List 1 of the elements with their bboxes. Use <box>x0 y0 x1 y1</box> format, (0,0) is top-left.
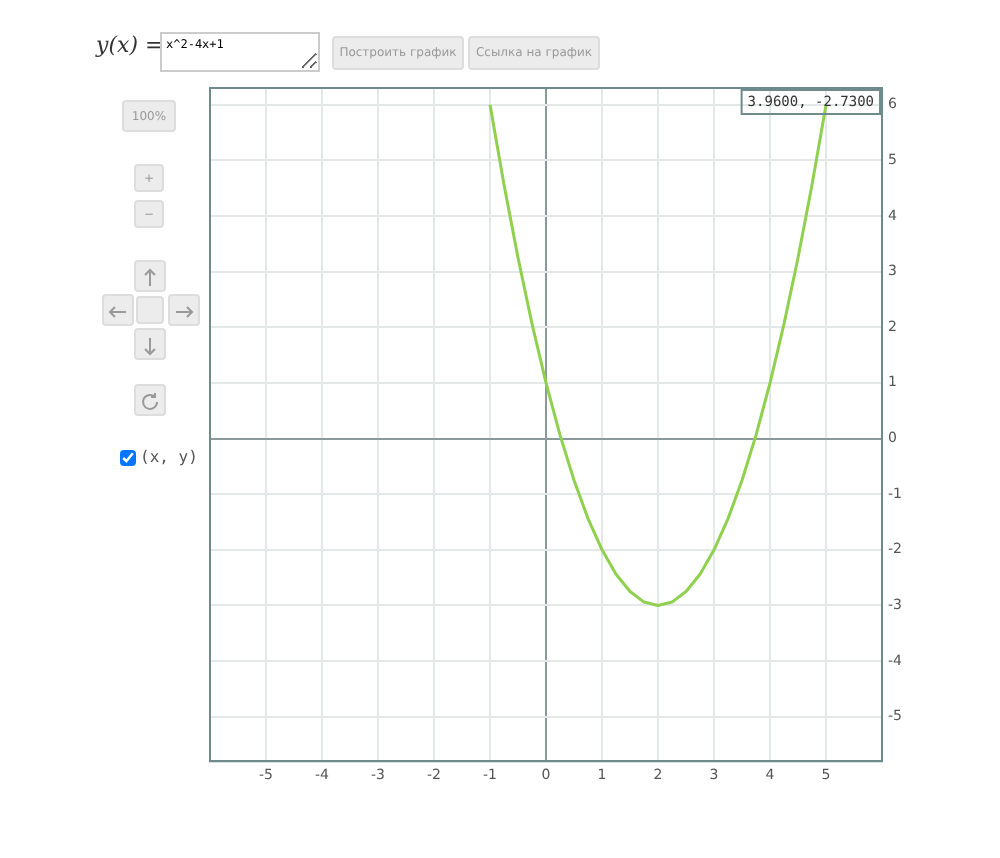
text: (x, y) <box>138 448 198 466</box>
